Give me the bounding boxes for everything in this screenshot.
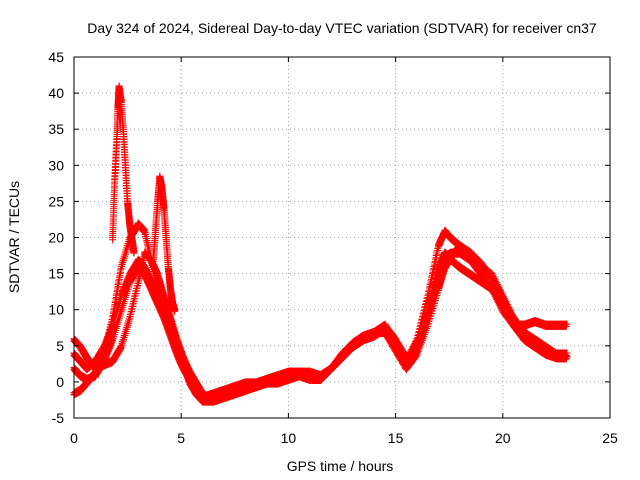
data-point: [432, 254, 440, 262]
data-point: [122, 281, 130, 289]
data-point: [115, 279, 123, 287]
data-point: [119, 289, 127, 297]
data-point: [104, 333, 112, 341]
data-point: [120, 286, 128, 294]
data-point: [563, 320, 571, 328]
data-point: [108, 324, 116, 332]
data-point: [118, 290, 126, 298]
data-point: [123, 278, 131, 286]
data-point: [411, 341, 419, 349]
data-point: [116, 272, 124, 280]
data-point: [117, 293, 125, 301]
grid: [74, 57, 610, 418]
data-point: [117, 345, 125, 353]
data-point: [105, 332, 113, 340]
data-point: [121, 284, 129, 292]
data-point: [426, 283, 434, 291]
data-point: [123, 280, 131, 288]
data-point: [107, 325, 115, 333]
data-point: [107, 327, 115, 335]
data-point: [107, 340, 115, 348]
data-point: [117, 268, 125, 276]
data-point: [125, 275, 133, 283]
data-point: [101, 341, 109, 349]
data-point: [124, 276, 132, 284]
data-point: [120, 287, 128, 295]
data-point: [115, 275, 123, 283]
data-point: [103, 336, 111, 344]
data-point: [118, 292, 126, 300]
data-point: [114, 283, 122, 291]
chart-title: Day 324 of 2024, Sidereal Day-to-day VTE…: [87, 20, 597, 36]
data-point: [433, 250, 441, 258]
data-point: [102, 338, 110, 346]
data-point: [121, 283, 129, 291]
data-point: [106, 329, 114, 337]
data-point: [101, 342, 109, 350]
series-track-4: [70, 248, 571, 403]
data-point: [434, 247, 442, 255]
data-points: [70, 82, 571, 406]
data-point: [104, 348, 112, 356]
data-point: [106, 345, 114, 353]
data-point: [100, 344, 108, 352]
data-point: [106, 330, 114, 338]
data-point: [104, 335, 112, 343]
data-point: [106, 343, 114, 351]
data-point: [102, 339, 110, 347]
